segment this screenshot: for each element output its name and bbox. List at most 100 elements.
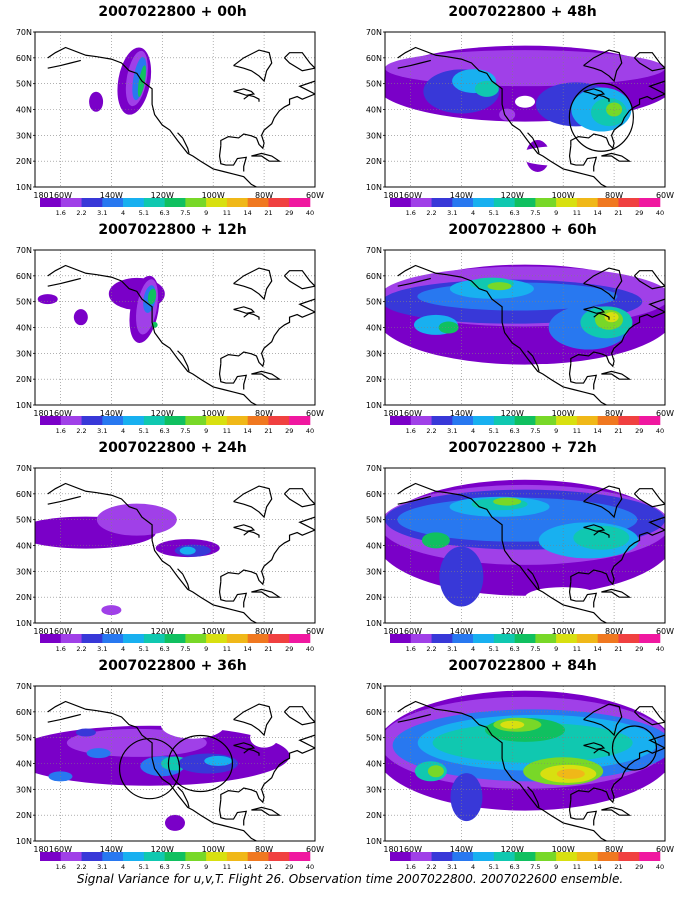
coastline [601, 152, 632, 162]
coastline [593, 94, 610, 102]
coastlines [47, 264, 315, 405]
coastline [233, 88, 256, 96]
latitude-label: 10N [16, 837, 32, 846]
coastline [233, 485, 273, 519]
legend-label: 14 [594, 209, 602, 217]
coastline [47, 264, 259, 405]
legend-swatch [143, 852, 165, 861]
legend-swatch [473, 416, 495, 425]
legend-label: 2.2 [76, 645, 86, 653]
low-variance-area [571, 812, 632, 829]
latitude-label: 20N [366, 157, 382, 166]
legend-label: 40 [306, 645, 314, 653]
longitude-label: 160W [399, 845, 422, 854]
low-variance-area [35, 701, 68, 722]
legend-swatch [289, 634, 311, 643]
latitude-label: 30N [16, 567, 32, 576]
legend-swatch [493, 198, 515, 207]
coastline [593, 748, 610, 756]
legend-label: 6.3 [159, 427, 169, 435]
legend-label: 1.6 [56, 209, 66, 217]
map-panel: 2007022800 + 84h 70N 60N 50N 40N 30N 20N 10N 18… [350, 654, 695, 872]
coastline [177, 350, 190, 372]
legend-swatch [206, 634, 228, 643]
legend-label: 7.5 [530, 863, 540, 871]
latitude-label: 20N [16, 811, 32, 820]
legend-swatch [289, 852, 311, 861]
coastline [47, 59, 81, 69]
legend-label: 1.6 [56, 427, 66, 435]
latitude-label: 70N [366, 464, 382, 473]
coastline [47, 46, 259, 187]
longitude-label: 120W [151, 845, 174, 854]
map-panel: 2007022800 + 36h 70N 60N 50N 40N 30N 20N 10N 18… [0, 654, 345, 872]
legend-label: 4 [121, 209, 125, 217]
longitude-label: 80W [255, 845, 273, 854]
coastline [397, 482, 609, 623]
legend-swatch [535, 198, 557, 207]
legend-swatch [556, 416, 578, 425]
longitude-label: 100W [552, 191, 575, 200]
legend-swatch [164, 198, 186, 207]
coastline [570, 734, 665, 804]
legend-label: 40 [306, 427, 314, 435]
legend-swatch [40, 198, 62, 207]
legend-swatch [576, 852, 598, 861]
legend-label: 29 [635, 209, 643, 217]
longitude-label: 80W [605, 409, 623, 418]
legend-swatch [123, 634, 145, 643]
longitude-label: 100W [552, 845, 575, 854]
legend-swatch [452, 852, 474, 861]
legend-swatch [143, 634, 165, 643]
coastline [284, 488, 315, 508]
legend-swatch [410, 416, 432, 425]
legend-label: 3.1 [447, 645, 457, 653]
legend-swatch [185, 634, 207, 643]
legend-label: 21 [264, 863, 272, 871]
latitude-label: 60N [16, 54, 32, 63]
legend-swatch [618, 634, 640, 643]
longitude-label: 100W [202, 409, 225, 418]
coastline [568, 799, 598, 826]
coastline [583, 524, 606, 532]
legend-swatch [123, 852, 145, 861]
legend-swatch [247, 416, 269, 425]
latitude-label: 40N [366, 542, 382, 551]
legend-label: 14 [594, 863, 602, 871]
legend-swatch [60, 634, 82, 643]
map-panel: 2007022800 + 48h 70N 60N 50N 40N 30N 20N 10N 18… [350, 0, 695, 218]
coastline [47, 713, 81, 723]
longitude-label: 180 [383, 409, 398, 418]
coastline [583, 49, 623, 83]
variance-contour [573, 525, 630, 550]
longitude-label: 120W [151, 409, 174, 418]
low-variance-area [432, 138, 465, 159]
latitude-label: 60N [16, 272, 32, 281]
legend-swatch [514, 198, 536, 207]
legend-label: 6.3 [509, 645, 519, 653]
panel-title: 2007022800 + 60h [448, 222, 597, 238]
variance-contour [204, 755, 233, 766]
panel-title: 2007022800 + 84h [448, 658, 597, 674]
coastline [233, 267, 273, 301]
legend-swatch [102, 634, 124, 643]
legend-label: 9 [204, 427, 208, 435]
legend-swatch [289, 416, 311, 425]
latitude-label: 70N [366, 246, 382, 255]
longitude-label: 160W [49, 191, 72, 200]
coastline [601, 806, 632, 816]
latitude-label: 40N [16, 324, 32, 333]
coastline [570, 80, 665, 150]
legend-label: 5.1 [139, 645, 149, 653]
panel-title: 2007022800 + 00h [98, 4, 247, 20]
variance-contour [604, 312, 619, 323]
coastline [634, 706, 665, 726]
legend-swatch [102, 416, 124, 425]
legend-swatch [431, 416, 453, 425]
legend-swatch [102, 198, 124, 207]
legend-swatch [597, 416, 619, 425]
variance-contour [86, 748, 111, 759]
legend-swatch [206, 198, 228, 207]
longitude-label: 100W [202, 845, 225, 854]
longitude-label: 140W [450, 627, 473, 636]
